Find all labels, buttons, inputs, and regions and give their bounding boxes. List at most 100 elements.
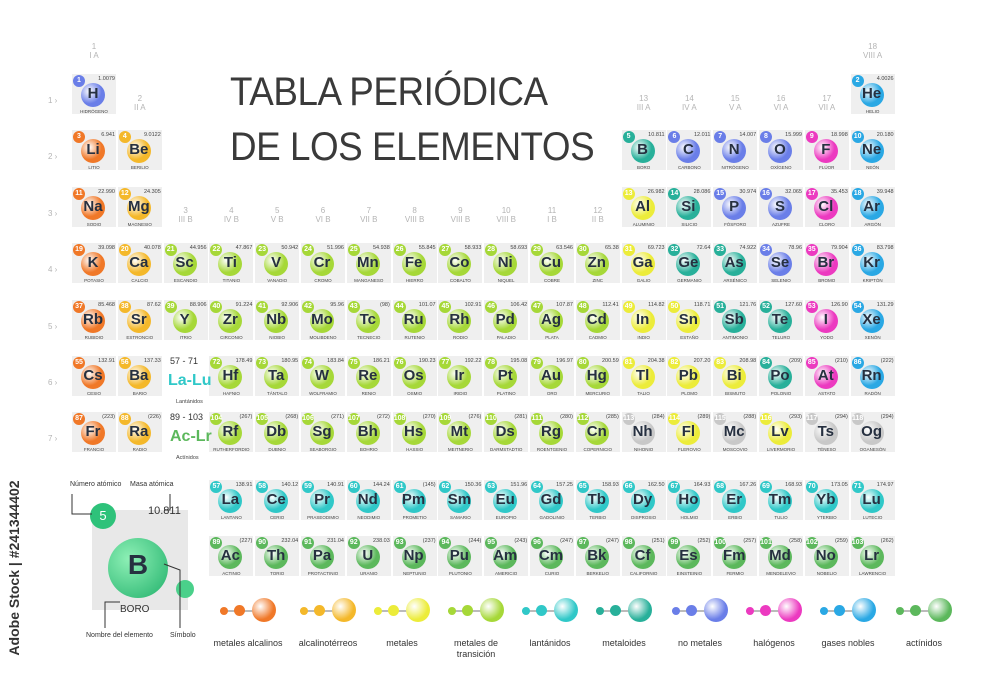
element-cell-mo[interactable]: 42 95.96 Mo MOLIBDENO: [301, 299, 345, 340]
element-cell-ts[interactable]: 117 (294) Ts TÉNESO: [804, 412, 849, 453]
element-cell-sr[interactable]: 38 87.62 Sr ESTRONCIO: [117, 299, 162, 340]
element-cell-cs[interactable]: 55 132.91 Cs CESIO: [72, 356, 116, 396]
element-cell-v[interactable]: 23 50.942 V VANADIO: [255, 243, 300, 284]
element-cell-pa[interactable]: 91 231.04 Pa PROTACTINIO: [301, 536, 345, 576]
element-cell-mn[interactable]: 25 54.938 Mn MANGANESO: [346, 243, 391, 284]
element-cell-hf[interactable]: 72 178.49 Hf HAFNIO: [209, 356, 254, 396]
element-cell-tm[interactable]: 69 168.93 Tm TULIO: [759, 480, 803, 520]
element-cell-be[interactable]: 4 9.0122 Be BERILIO: [117, 130, 162, 171]
element-cell-am[interactable]: 95 (243) Am AMERICIO: [484, 536, 529, 576]
element-cell-bk[interactable]: 97 (247) Bk BERKELIO: [575, 536, 620, 576]
element-cell-se[interactable]: 34 78.96 Se SELENIO: [759, 243, 803, 284]
element-cell-lu[interactable]: 71 174.97 Lu LUTECIO: [850, 480, 895, 520]
element-cell-cn[interactable]: 112 (285) Cn COPERNICIO: [575, 412, 620, 453]
element-cell-rh[interactable]: 45 102.91 Rh RODIO: [438, 299, 483, 340]
element-cell-mg[interactable]: 12 24.305 Mg MAGNESIO: [117, 186, 162, 227]
element-cell-ni[interactable]: 28 58.693 Ni NIQUEL: [484, 243, 529, 284]
element-cell-hs[interactable]: 108 (270) Hs HASSIO: [392, 412, 437, 453]
element-cell-zr[interactable]: 40 91.224 Zr CIRCONIO: [209, 299, 254, 340]
element-cell-ds[interactable]: 110 (281) Ds DARMSTADTIO: [484, 412, 529, 453]
element-cell-rf[interactable]: 104 (267) Rf RUTHERFORDIO: [209, 412, 254, 453]
element-cell-br[interactable]: 35 79.904 Br BROMO: [804, 243, 849, 284]
element-cell-yb[interactable]: 70 173.05 Yb YTERBIO: [804, 480, 849, 520]
element-cell-re[interactable]: 75 186.21 Re RENIO: [346, 356, 391, 396]
element-cell-no[interactable]: 102 (259) No NOBELIO: [804, 536, 849, 576]
element-cell-db[interactable]: 105 (268) Db DUBNIO: [255, 412, 300, 453]
element-cell-al[interactable]: 13 26.982 Al ALUMINIO: [621, 186, 666, 227]
element-cell-fl[interactable]: 114 (289) Fl FLEROVIO: [667, 412, 712, 453]
element-cell-ra[interactable]: 88 (226) Ra RADIO: [117, 412, 162, 453]
element-cell-cu[interactable]: 29 63.546 Cu COBRE: [530, 243, 574, 284]
element-cell-u[interactable]: 92 238.03 U URANIO: [346, 536, 391, 576]
element-cell-os[interactable]: 76 190.23 Os OSMIO: [392, 356, 437, 396]
element-cell-eu[interactable]: 63 151.96 Eu EUROPIO: [484, 480, 529, 520]
element-cell-cd[interactable]: 48 112.41 Cd CADMIO: [575, 299, 620, 340]
element-cell-tc[interactable]: 43 (98) Tc TECNECIO: [346, 299, 391, 340]
element-cell-n[interactable]: 7 14.007 N NITRÓGENO: [713, 130, 758, 171]
element-cell-h[interactable]: 1 1.0079 H HIDRÓGENO: [72, 74, 116, 114]
element-cell-sg[interactable]: 106 (271) Sg SEABORGIO: [301, 412, 345, 453]
element-cell-fe[interactable]: 26 55.845 Fe HIERRO: [392, 243, 437, 284]
element-cell-p[interactable]: 15 30.974 P FÓSFORO: [713, 186, 758, 227]
element-cell-ta[interactable]: 73 180.95 Ta TÁNTALO: [255, 356, 300, 396]
element-cell-w[interactable]: 74 183.84 W WOLFRAMIO: [301, 356, 345, 396]
element-cell-pd[interactable]: 46 106.42 Pd PALADIO: [484, 299, 529, 340]
element-cell-rg[interactable]: 111 (280) Rg ROENTGENIO: [530, 412, 574, 453]
element-cell-ce[interactable]: 58 140.12 Ce CERIO: [255, 480, 300, 520]
element-cell-rb[interactable]: 37 85.468 Rb RUBIDIO: [72, 299, 116, 340]
element-cell-sm[interactable]: 62 150.36 Sm SAMARIO: [438, 480, 483, 520]
element-cell-rn[interactable]: 86 (222) Rn RADÓN: [850, 356, 895, 396]
element-cell-ca[interactable]: 20 40.078 Ca CALCIO: [117, 243, 162, 284]
element-cell-pu[interactable]: 94 (244) Pu PLUTONIO: [438, 536, 483, 576]
element-cell-md[interactable]: 101 (258) Md MENDELEVIO: [759, 536, 803, 576]
element-cell-o[interactable]: 8 15.999 O OXÍGENO: [759, 130, 803, 171]
element-cell-nb[interactable]: 41 92.906 Nb NIOBIO: [255, 299, 300, 340]
element-cell-ge[interactable]: 32 72.64 Ge GERMANIO: [667, 243, 712, 284]
element-cell-ar[interactable]: 18 39.948 Ar ARGÓN: [850, 186, 895, 227]
element-cell-sc[interactable]: 21 44.956 Sc ESCANDIO: [163, 243, 208, 284]
element-cell-te[interactable]: 52 127.60 Te TELURO: [759, 299, 803, 340]
element-cell-ru[interactable]: 44 101.07 Ru RUTENIO: [392, 299, 437, 340]
element-cell-zn[interactable]: 30 65.38 Zn ZINC: [575, 243, 620, 284]
element-cell-as[interactable]: 33 74.922 As ARSÉNICO: [713, 243, 758, 284]
element-cell-ir[interactable]: 77 192.22 Ir IRIDIO: [438, 356, 483, 396]
element-cell-er[interactable]: 68 167.26 Er ERBIO: [713, 480, 758, 520]
element-cell-cf[interactable]: 98 (251) Cf CALIFORNIO: [621, 536, 666, 576]
element-cell-i[interactable]: 53 126.90 I YODO: [804, 299, 849, 340]
element-cell-b[interactable]: 5 10.811 B BORO: [621, 130, 666, 171]
element-cell-ag[interactable]: 47 107.87 Ag PLATA: [530, 299, 574, 340]
element-cell-ti[interactable]: 22 47.867 Ti TITANIO: [209, 243, 254, 284]
element-cell-og[interactable]: 118 (294) Og OGANESÓN: [850, 412, 895, 453]
element-cell-s[interactable]: 16 32.065 S AZUFRE: [759, 186, 803, 227]
element-cell-es[interactable]: 99 (252) Es EINSTEINIO: [667, 536, 712, 576]
element-cell-cr[interactable]: 24 51.996 Cr CROMO: [301, 243, 345, 284]
element-cell-si[interactable]: 14 28.086 Si SILICIO: [667, 186, 712, 227]
element-cell-k[interactable]: 19 39.098 K POTASIO: [72, 243, 116, 284]
element-cell-pt[interactable]: 78 195.08 Pt PLATINO: [484, 356, 529, 396]
element-cell-hg[interactable]: 80 200.59 Hg MERCURIO: [575, 356, 620, 396]
element-cell-kr[interactable]: 36 83.798 Kr KRIPTÓN: [850, 243, 895, 284]
element-cell-at[interactable]: 85 (210) At ASTATO: [804, 356, 849, 396]
element-cell-f[interactable]: 9 18.998 F FLÚOR: [804, 130, 849, 171]
element-cell-cl[interactable]: 17 35.453 Cl CLORO: [804, 186, 849, 227]
element-cell-gd[interactable]: 64 157.25 Gd GADOLINIO: [530, 480, 574, 520]
element-cell-nh[interactable]: 113 (284) Nh NIHONIO: [621, 412, 666, 453]
element-cell-y[interactable]: 39 88.906 Y ITRIO: [163, 299, 208, 340]
element-cell-in[interactable]: 49 114.82 In INDIO: [621, 299, 666, 340]
element-cell-c[interactable]: 6 12.011 C CARBONO: [667, 130, 712, 171]
element-cell-pr[interactable]: 59 140.91 Pr PRASEODIMIO: [301, 480, 345, 520]
element-cell-pm[interactable]: 61 (145) Pm PROMETIO: [392, 480, 437, 520]
element-cell-th[interactable]: 90 232.04 Th TORIO: [255, 536, 300, 576]
element-cell-fm[interactable]: 100 (257) Fm FERMIO: [713, 536, 758, 576]
element-cell-nd[interactable]: 60 144.24 Nd NEODIMIO: [346, 480, 391, 520]
element-cell-fr[interactable]: 87 (223) Fr FRANCIO: [72, 412, 116, 453]
element-cell-tl[interactable]: 81 204.38 Tl TALIO: [621, 356, 666, 396]
element-cell-ba[interactable]: 56 137.33 Ba BARIO: [117, 356, 162, 396]
element-cell-co[interactable]: 27 58.933 Co COBALTO: [438, 243, 483, 284]
element-cell-pb[interactable]: 82 207.20 Pb PLOMO: [667, 356, 712, 396]
element-cell-xe[interactable]: 54 131.29 Xe XENÓN: [850, 299, 895, 340]
element-cell-sn[interactable]: 50 118.71 Sn ESTAÑO: [667, 299, 712, 340]
element-cell-bh[interactable]: 107 (272) Bh BOHRIO: [346, 412, 391, 453]
element-cell-ga[interactable]: 31 69.723 Ga GALIO: [621, 243, 666, 284]
element-cell-po[interactable]: 84 (209) Po POLONIO: [759, 356, 803, 396]
